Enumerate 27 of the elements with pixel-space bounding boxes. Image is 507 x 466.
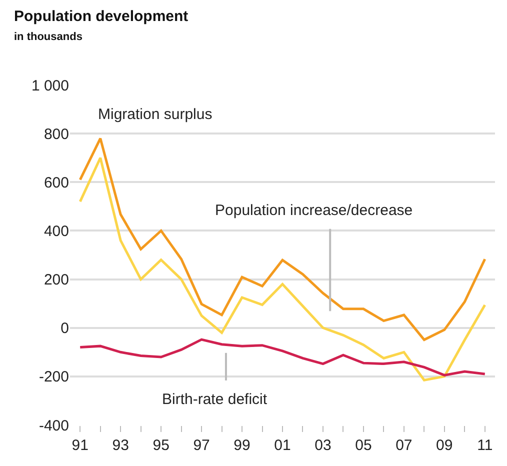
y-tick-label: 800 [44, 126, 69, 143]
annotation: Population increase/decrease [215, 202, 413, 219]
x-tick-label: 11 [477, 437, 493, 454]
line-series [78, 156, 486, 382]
x-tick-label: 09 [436, 437, 453, 454]
y-tick-label: -200 [38, 368, 69, 386]
x-tick-label: 05 [355, 437, 372, 454]
x-tick-label: 93 [112, 437, 129, 454]
x-tick-label: 99 [234, 437, 250, 454]
annotation: Migration surplus [98, 106, 212, 123]
y-tick-label: 600 [44, 174, 69, 192]
x-tick-label: 07 [396, 437, 412, 454]
x-tick-label: 97 [193, 437, 210, 454]
line-series [78, 137, 486, 342]
x-tick-label: 01 [274, 437, 291, 454]
annotation: Birth-rate deficit [162, 391, 268, 408]
line-series [78, 338, 486, 376]
x-tick-label: 03 [314, 437, 332, 454]
y-tick-label: 1 000 [31, 77, 69, 94]
chart-title: Population development [14, 8, 188, 25]
x-tick-label: 95 [152, 437, 170, 454]
y-tick-label: 400 [44, 222, 69, 240]
x-tick-label: 91 [72, 437, 88, 454]
chart-subtitle: in thousands [14, 31, 82, 43]
y-tick-label: 200 [44, 272, 69, 289]
y-tick-label: -400 [38, 417, 69, 434]
y-tick-label: 0 [60, 320, 69, 338]
